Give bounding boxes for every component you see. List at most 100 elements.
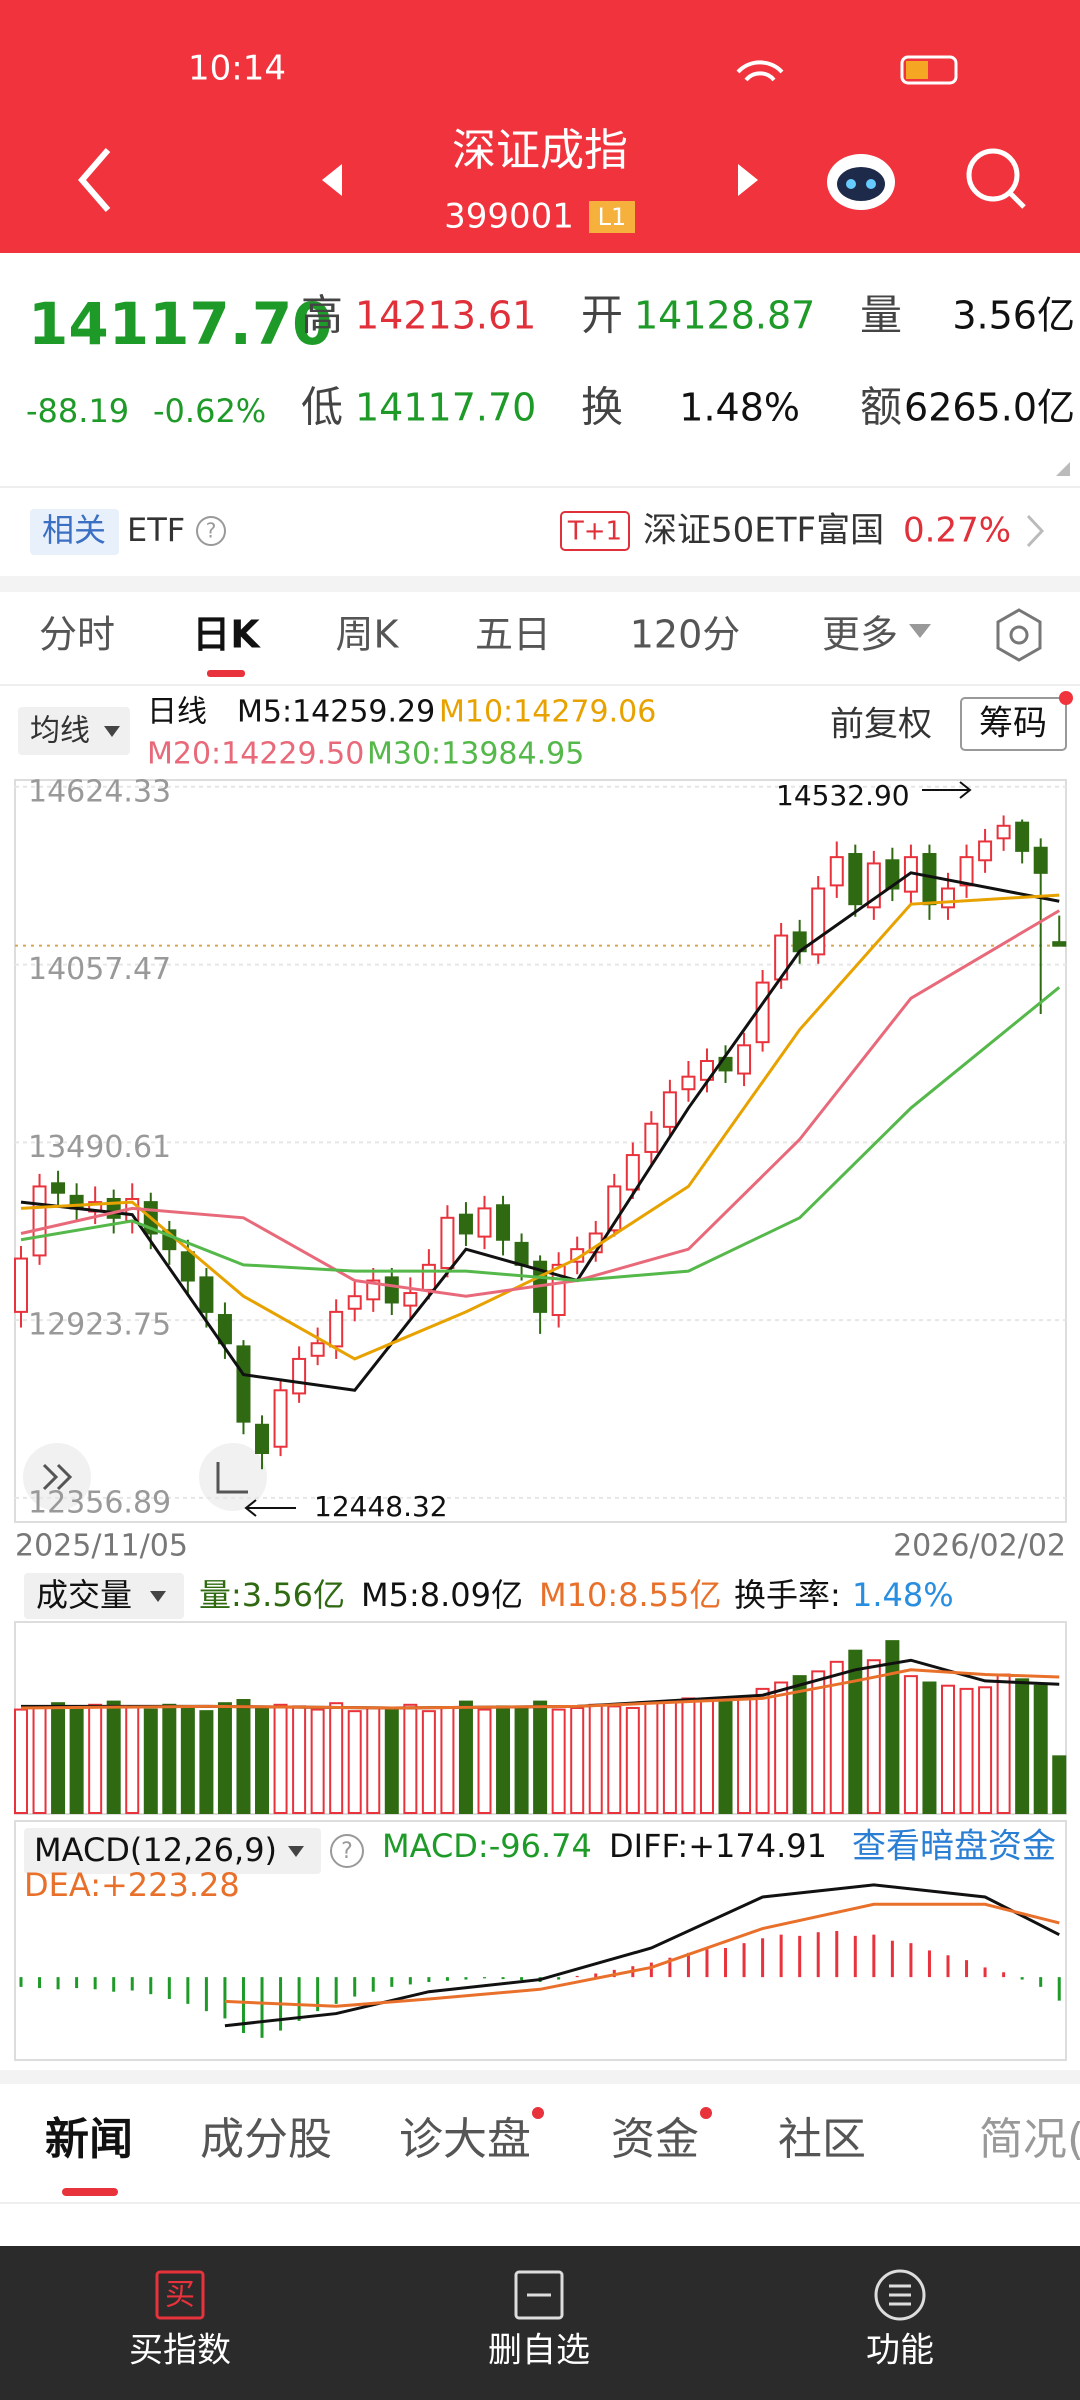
bottom-item[interactable]: 删自选 bbox=[488, 2331, 590, 2371]
chip-dot bbox=[1059, 691, 1073, 705]
volume-button[interactable] bbox=[24, 1573, 184, 1619]
tab[interactable]: 日K bbox=[192, 613, 261, 657]
robot-button[interactable] bbox=[827, 154, 895, 210]
candle-body bbox=[829, 856, 844, 887]
help-icon[interactable] bbox=[330, 1834, 364, 1868]
adjust[interactable]: 前复权 bbox=[830, 705, 932, 745]
volume-bar bbox=[125, 1705, 140, 1814]
volume-bar bbox=[106, 1700, 121, 1814]
candle-body bbox=[236, 1345, 251, 1423]
etf-name[interactable]: 深证50ETF富国 bbox=[643, 511, 884, 551]
volume-bar bbox=[1015, 1678, 1030, 1815]
candle-body bbox=[811, 887, 826, 956]
candle-body bbox=[347, 1295, 362, 1310]
prev-button[interactable] bbox=[322, 164, 342, 196]
news-tab[interactable]: 资金 bbox=[611, 2114, 699, 2165]
tag-bg bbox=[30, 509, 119, 555]
more-arrow bbox=[909, 624, 931, 638]
volume-bar bbox=[421, 1710, 436, 1814]
volume-bar bbox=[774, 1681, 789, 1815]
candle-body bbox=[848, 853, 863, 906]
volume-bar bbox=[959, 1687, 974, 1815]
news-tab[interactable]: 诊大盘 bbox=[399, 2114, 531, 2165]
ma-line bbox=[20, 986, 1061, 1283]
candle-body bbox=[477, 1207, 492, 1238]
bottom-item[interactable]: 功能 bbox=[866, 2331, 934, 2371]
candle-body bbox=[1015, 821, 1030, 852]
expand-icon[interactable] bbox=[1056, 462, 1070, 476]
field-value: 3.56亿 bbox=[952, 294, 1075, 338]
legend: M20:14229.50 bbox=[147, 737, 364, 772]
etf-change: 0.27% bbox=[903, 511, 1011, 551]
legend: 1.48% bbox=[852, 1576, 954, 1614]
settings-button[interactable] bbox=[996, 608, 1042, 662]
help-icon[interactable] bbox=[196, 516, 226, 546]
volume-bar bbox=[347, 1710, 362, 1814]
volume-bar bbox=[588, 1703, 603, 1814]
candle-body bbox=[199, 1276, 214, 1313]
price-chart-frame bbox=[14, 779, 1067, 1523]
battery bbox=[900, 55, 958, 85]
arrow bbox=[244, 1499, 296, 1517]
field-value: 1.48% bbox=[679, 386, 800, 430]
y-tick-label: 14057.47 bbox=[28, 952, 171, 987]
candle-body bbox=[310, 1342, 325, 1357]
legend: M30:13984.95 bbox=[367, 737, 584, 772]
bottom-item[interactable]: 买指数 bbox=[129, 2331, 231, 2371]
macd-arrow bbox=[288, 1846, 304, 1857]
settings-dot bbox=[1009, 625, 1029, 645]
tab[interactable]: 分时 bbox=[39, 613, 115, 657]
next-button[interactable] bbox=[738, 164, 758, 196]
chip-label[interactable]: 筹码 bbox=[979, 704, 1047, 744]
etf-tag: 相关 bbox=[42, 511, 106, 549]
legend: DIFF:+174.91 bbox=[609, 1827, 827, 1865]
back-button[interactable] bbox=[78, 148, 111, 212]
gap bbox=[0, 2070, 1080, 2084]
x-label: 2025/11/05 bbox=[15, 1529, 188, 1564]
news-tab[interactable]: 简况(F1 bbox=[979, 2114, 1080, 2165]
news-tab[interactable]: 社区 bbox=[778, 2114, 866, 2165]
search-button[interactable] bbox=[966, 148, 1026, 209]
legend: M5:14259.29 bbox=[237, 695, 435, 730]
volume-bar bbox=[496, 1705, 511, 1814]
tab[interactable]: 周K bbox=[336, 613, 400, 657]
side-buttons[interactable] bbox=[23, 1443, 267, 1511]
macd-header[interactable]: MACD(12,26,9) bbox=[34, 1831, 277, 1869]
candle-body bbox=[625, 1154, 640, 1191]
candle-body bbox=[514, 1241, 529, 1266]
bottom-bar bbox=[0, 2246, 1080, 2400]
ma-arrow bbox=[104, 726, 120, 737]
y-tick-label: 14624.33 bbox=[28, 774, 171, 809]
field-label: 高 bbox=[301, 291, 343, 340]
macd-button[interactable] bbox=[24, 1828, 321, 1874]
candle-body bbox=[384, 1276, 399, 1304]
ma-button[interactable] bbox=[18, 707, 130, 755]
news-tab[interactable]: 新闻 bbox=[45, 2114, 133, 2165]
change: -88.19 bbox=[26, 392, 129, 430]
candle-body bbox=[51, 1182, 66, 1194]
etf-badge: T+1 bbox=[567, 517, 622, 547]
volume-header[interactable]: 成交量 bbox=[36, 1576, 132, 1614]
volume-bar bbox=[143, 1708, 158, 1814]
arrow bbox=[922, 781, 972, 799]
volume-bar bbox=[32, 1705, 47, 1814]
legend: M5:8.09亿 bbox=[361, 1576, 523, 1614]
candle-body bbox=[681, 1075, 696, 1091]
buy-icon bbox=[155, 2270, 205, 2320]
candle-body bbox=[737, 1044, 752, 1075]
code-badge-bg bbox=[589, 201, 635, 233]
tab[interactable]: 120分 bbox=[630, 613, 741, 657]
volume-bar bbox=[180, 1706, 195, 1814]
ma-line bbox=[20, 909, 1061, 1298]
ma-button-label: 均线 bbox=[30, 714, 90, 749]
etf-chevron[interactable] bbox=[1026, 514, 1045, 548]
news-tab[interactable]: 成分股 bbox=[200, 2114, 332, 2165]
macd-link[interactable]: 查看暗盘资金 bbox=[852, 1827, 1056, 1867]
tab[interactable]: 更多 bbox=[822, 613, 898, 657]
tab[interactable]: 五日 bbox=[475, 613, 551, 657]
volume-bar bbox=[199, 1710, 214, 1814]
volume-bar bbox=[607, 1705, 622, 1814]
chip-button[interactable] bbox=[960, 697, 1067, 751]
y-tick-label: 12923.75 bbox=[28, 1308, 171, 1343]
volume-bar bbox=[403, 1703, 418, 1814]
